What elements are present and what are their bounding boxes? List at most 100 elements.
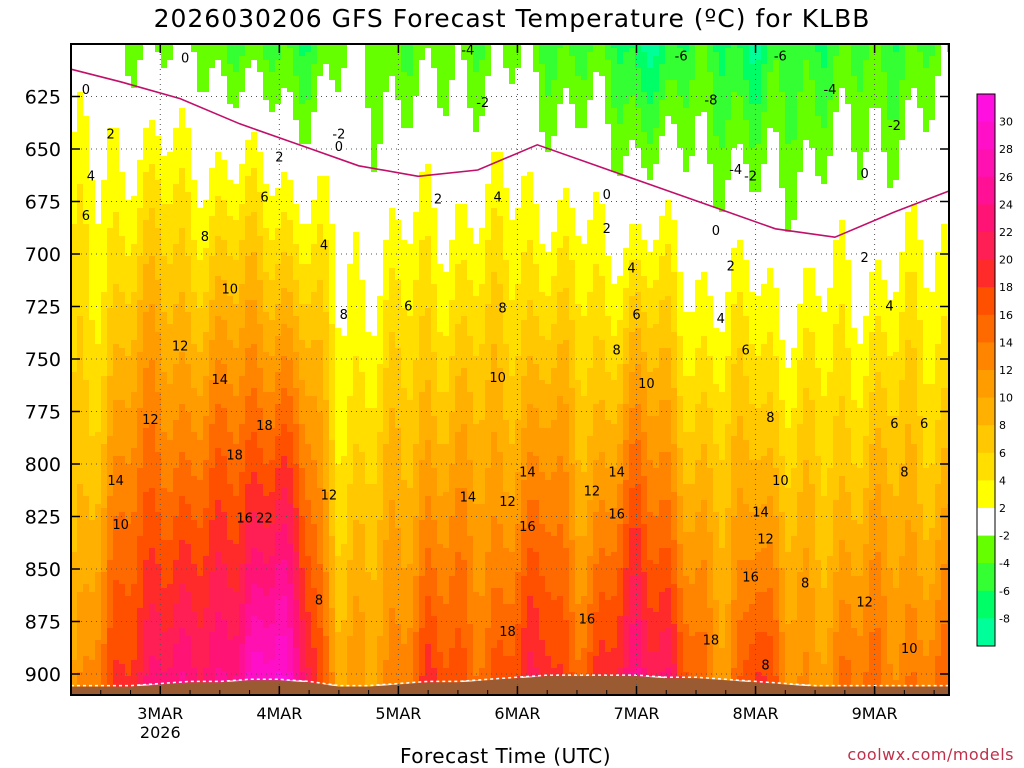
field-cell [227,540,234,589]
field-cell [629,444,636,489]
field-cell [107,376,114,437]
field-cell [221,320,228,365]
field-cell [275,304,282,337]
field-cell [485,380,492,469]
field-cell [407,564,414,629]
x-tick-label: 8MAR [733,704,779,723]
field-cell [941,624,948,689]
field-cell [911,608,918,673]
field-cell [335,556,342,633]
field-cell [833,416,840,501]
field-cell [131,448,138,513]
field-cell [545,532,552,593]
field-cell [809,44,816,81]
field-cell [863,544,870,605]
field-cell [869,108,876,273]
field-cell [899,556,906,645]
field-cell [281,388,288,425]
field-cell [881,516,888,597]
field-cell [887,356,894,417]
field-cell [293,552,300,601]
field-cell [167,668,174,685]
field-cell [311,244,318,293]
field-cell [221,160,228,201]
field-cell [197,352,204,397]
field-cell [101,444,108,509]
field-cell [281,456,288,489]
field-cell [227,432,234,485]
field-cell [83,380,90,497]
field-cell [275,372,282,405]
field-cell [647,288,654,329]
contour-label: 16 [742,570,759,585]
field-cell [317,412,324,489]
field-cell [551,276,558,325]
field-cell [461,44,468,61]
field-cell [359,524,366,613]
field-cell [773,288,780,357]
field-cell [761,344,768,405]
field-cell [749,44,756,65]
field-cell [827,288,834,373]
field-cell [773,676,780,685]
field-cell [629,528,636,577]
field-cell [521,480,528,529]
field-cell [209,520,216,573]
field-cell [275,60,282,105]
colorbar-label: -8 [999,612,1010,625]
field-cell [161,432,168,489]
field-cell [485,44,492,77]
field-cell [515,68,522,209]
field-cell [281,488,288,525]
field-cell [287,92,294,181]
field-cell [293,316,300,353]
field-cell [641,168,648,241]
field-cell [281,252,288,289]
field-cell [239,44,246,57]
field-cell [593,460,600,513]
field-cell [641,276,648,313]
field-cell [893,680,900,689]
field-cell [767,636,774,685]
credit-link[interactable]: coolwx.com/models [847,745,1014,764]
field-cell [407,400,414,489]
field-cell [617,444,624,485]
field-cell [377,520,384,637]
field-cell [431,468,438,521]
field-cell [251,300,258,345]
field-cell [599,500,606,549]
field-cell [215,612,222,669]
field-cell [437,596,444,653]
field-cell [809,588,816,689]
field-cell [311,460,318,525]
field-cell [581,128,588,245]
field-cell [233,260,240,305]
field-cell [323,492,330,573]
field-cell [365,108,372,333]
field-cell [245,524,252,565]
field-cell [293,44,300,77]
field-cell [629,332,636,373]
field-cell [905,272,912,341]
field-cell [743,612,750,661]
field-cell [737,676,744,681]
field-cell [305,500,312,557]
field-cell [635,668,642,677]
field-cell [185,312,192,365]
contour-label: 18 [226,449,243,464]
field-cell [761,548,768,593]
field-cell [197,308,204,353]
field-cell [629,576,636,625]
field-cell [689,44,696,81]
field-cell [779,456,786,513]
field-cell [653,564,660,613]
field-cell [515,44,522,69]
field-cell [101,644,108,689]
field-cell [533,456,540,501]
field-cell [125,304,132,357]
field-cell [581,44,588,81]
field-cell [287,432,294,469]
field-cell [461,316,468,369]
field-cell [149,360,156,425]
field-cell [203,608,210,669]
